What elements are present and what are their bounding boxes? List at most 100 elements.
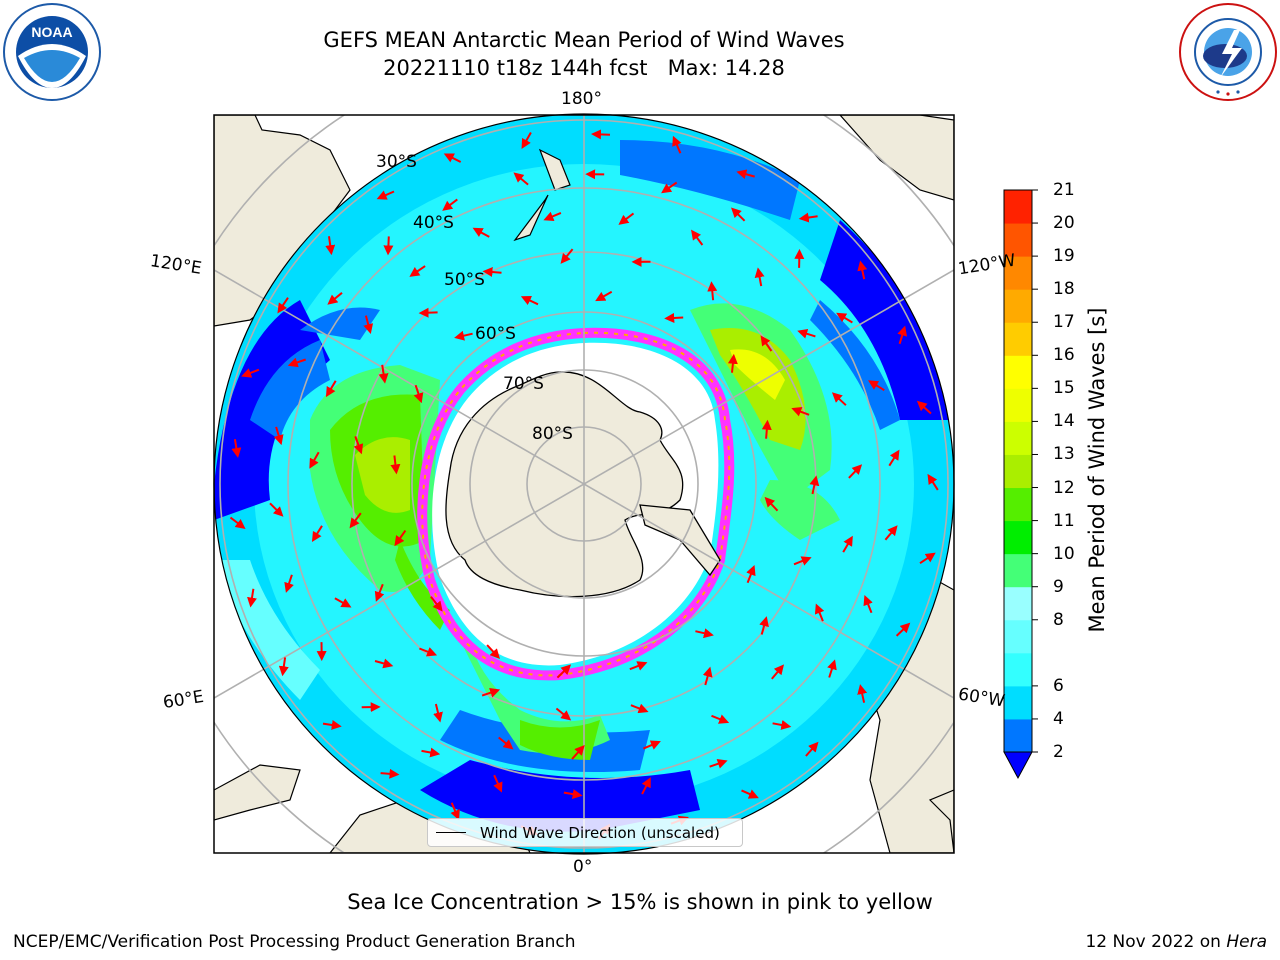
colorbar-tick-label: 13: [1053, 444, 1075, 465]
colorbar-segment: [1004, 421, 1032, 455]
wave-direction-arrow: [805, 741, 819, 757]
wave-direction-arrow: [827, 659, 837, 678]
wave-direction-arrow: [413, 384, 424, 404]
colorbar-segment: [1004, 223, 1032, 257]
colorbar-segment: [1004, 487, 1032, 522]
wave-direction-arrow: [374, 583, 385, 602]
colorbar-tick-label: 11: [1053, 510, 1075, 531]
wave-direction-arrow: [363, 315, 374, 335]
wave-direction-arrow: [349, 512, 362, 529]
wave-direction-arrow: [754, 267, 765, 287]
wave-direction-arrow: [868, 380, 885, 392]
chart-title: GEFS MEAN Antarctic Mean Period of Wind …: [323, 28, 845, 52]
wave-direction-arrow: [287, 357, 307, 368]
wave-direction-arrow: [482, 267, 502, 277]
wave-direction-arrow: [278, 657, 289, 677]
colorbar-segment: [1004, 454, 1032, 489]
wave-direction-arrow: [556, 664, 572, 679]
wave-direction-arrow: [421, 747, 441, 758]
colorbar-tick-label: 20: [1053, 213, 1075, 234]
colorbar-tick-label: 8: [1053, 609, 1064, 630]
wave-direction-arrow: [814, 603, 825, 622]
wave-direction-arrow: [563, 789, 583, 800]
wave-direction-arrow: [481, 687, 501, 698]
wave-direction-arrow: [521, 132, 532, 150]
wave-direction-arrow: [454, 330, 473, 341]
legend: Wind Wave Direction (unscaled): [427, 818, 743, 847]
colorbar-tick-label: 9: [1053, 576, 1064, 597]
wave-direction-arrow: [842, 535, 853, 553]
wave-direction-arrow: [433, 703, 443, 723]
colorbar-tick-label: 17: [1053, 312, 1075, 333]
wave-direction-arrow: [353, 436, 364, 455]
wave-direction-arrow: [486, 644, 500, 659]
wave-direction-arrow: [927, 473, 939, 491]
lat-label-50s: 50°S: [444, 270, 485, 290]
wave-direction-arrow: [857, 260, 868, 280]
footer-date-text: 12 Nov 2022 on: [1085, 932, 1227, 952]
colorbar-tick-label: 4: [1053, 708, 1064, 729]
wave-direction-arrow: [231, 439, 242, 458]
wave-direction-arrow: [311, 525, 323, 542]
new-zealand-land: [513, 148, 571, 242]
colorbar-tick-label: 14: [1053, 411, 1075, 432]
wave-direction-arrow: [383, 236, 394, 256]
wave-direction-arrow: [764, 496, 779, 512]
wave-direction-arrow: [772, 720, 792, 730]
wave-direction-arrow: [241, 368, 260, 378]
wave-direction-arrow: [493, 774, 503, 793]
colorbar-tick-label: 12: [1053, 477, 1075, 498]
colorbar-tick-label: 16: [1053, 345, 1075, 366]
lat-label-60s: 60°S: [475, 324, 516, 344]
wave-direction-arrow: [630, 703, 649, 714]
wave-direction-arrow: [707, 281, 718, 301]
wave-direction-arrow: [727, 353, 738, 373]
lat-label-70s: 70°S: [503, 374, 544, 394]
wave-direction-arrow: [284, 574, 294, 593]
colorbar-tick-label: 6: [1053, 675, 1064, 696]
colorbar-tick-label: 19: [1053, 246, 1075, 267]
wave-direction-arrow: [836, 312, 853, 324]
lat-label-80s: 80°S: [532, 424, 573, 444]
wave-direction-arrow: [247, 588, 257, 608]
lat-label-40s: 40°S: [413, 213, 454, 233]
colorbar-segment: [1004, 586, 1032, 621]
wave-direction-arrow: [736, 169, 755, 180]
wave-direction-arrow: [390, 455, 401, 475]
antarctica-land: [445, 371, 684, 598]
wind-wave-arrows: [229, 129, 939, 840]
footer-credit: NCEP/EMC/Verification Post Processing Pr…: [13, 932, 576, 952]
wave-direction-arrow: [895, 622, 911, 637]
wave-direction-arrow: [731, 207, 746, 222]
wave-direction-arrow: [643, 740, 661, 750]
colorbar-segment: [1004, 388, 1032, 422]
wave-direction-arrow: [761, 419, 772, 439]
wave-direction-arrow: [919, 552, 936, 565]
lon-label-180: 180°: [561, 89, 602, 109]
footer-machine: Hera: [1226, 932, 1267, 952]
wave-direction-arrow: [409, 265, 426, 277]
wave-direction-arrow: [555, 707, 572, 721]
north-pacific-land: [839, 115, 954, 201]
wave-direction-arrow: [418, 307, 438, 318]
colorbar-segment: [1004, 619, 1032, 654]
wave-direction-arrow: [809, 475, 820, 495]
colorbar-segment: [1004, 322, 1032, 356]
footer-date: 12 Nov 2022 on Hera: [1085, 932, 1267, 952]
legend-label: Wind Wave Direction (unscaled): [480, 823, 720, 842]
graticule: [214, 115, 954, 853]
wave-direction-arrow: [520, 295, 539, 306]
wave-direction-arrow: [322, 720, 342, 730]
wave-direction-arrow: [309, 451, 320, 469]
wave-direction-arrow: [380, 768, 400, 779]
colorbar-segment: [1004, 685, 1032, 720]
wave-direction-arrow: [857, 684, 868, 703]
chart-subtitle: 20221110 t18z 144h fcst Max: 14.28: [383, 56, 785, 80]
wave-direction-arrow: [797, 328, 816, 339]
wave-direction-arrow: [450, 802, 460, 821]
colorbar-segment: [1004, 256, 1032, 290]
wave-direction-arrow: [771, 664, 785, 680]
wave-direction-arrow: [831, 392, 847, 406]
wave-direction-arrow: [472, 227, 490, 238]
